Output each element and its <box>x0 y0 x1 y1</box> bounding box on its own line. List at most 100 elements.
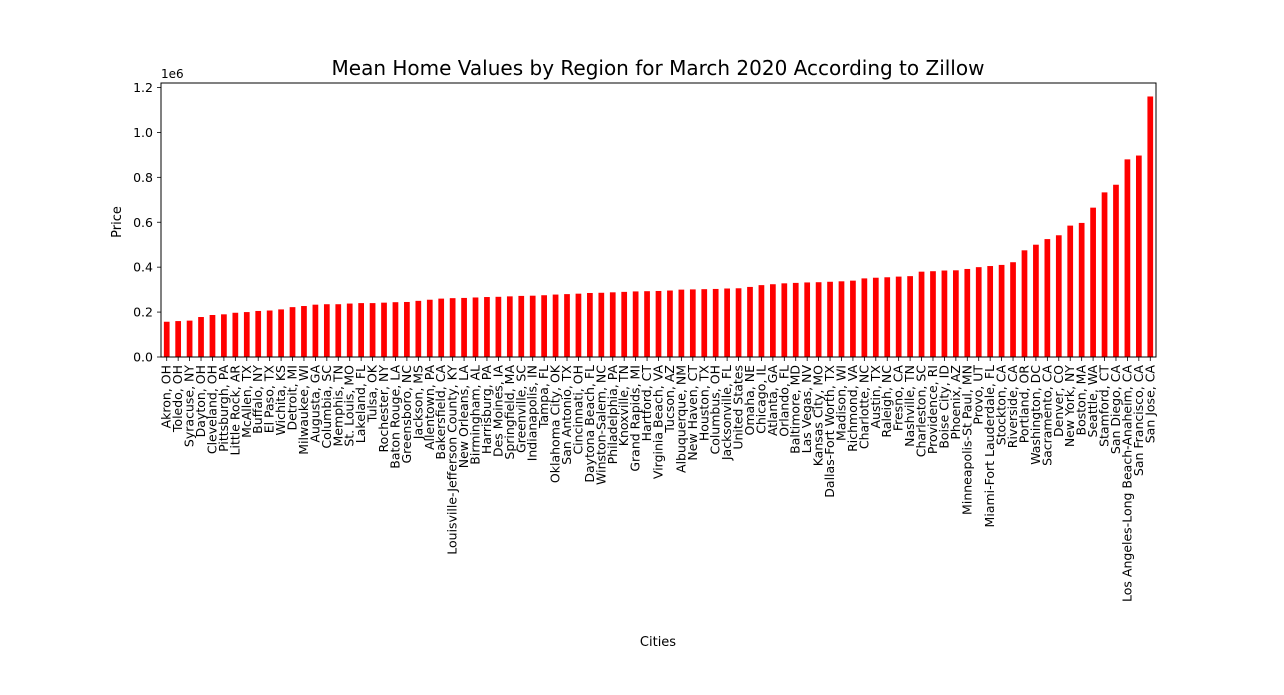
x-tick-label: Austin, TX <box>868 365 883 429</box>
x-tick-label: San Francisco, CA <box>1131 365 1146 477</box>
x-tick-label: Chicago, IL <box>753 365 768 434</box>
x-tick-label: Washington, DC <box>1028 365 1043 465</box>
x-tick-label: Boise City, ID <box>936 365 951 449</box>
x-tick-label: San Jose, CA <box>1142 365 1157 444</box>
bar <box>518 295 525 357</box>
y-axis: 0.0 0.2 0.4 0.6 0.8 1.0 1.2 <box>133 80 161 365</box>
bar <box>381 302 387 357</box>
bar <box>827 281 833 357</box>
bar <box>953 270 959 357</box>
x-tick-label: Columbus, OH <box>708 365 723 455</box>
x-tick-label: Stamford, CT <box>1097 365 1112 447</box>
x-tick-label: Omaha, NE <box>742 365 757 436</box>
x-tick-label: Los Angeles-Long Beach-Anaheim, CA <box>1119 365 1134 602</box>
x-tick-label: Phoenix, AZ <box>948 365 963 440</box>
x-tick-label: Madison, WI <box>833 365 848 441</box>
x-tick-label: Grand Rapids, MI <box>628 365 643 472</box>
bar <box>175 321 182 357</box>
x-tick-label: Orlando, FL <box>776 365 791 437</box>
bar <box>918 271 925 357</box>
bar <box>472 297 479 357</box>
bar <box>1090 207 1096 357</box>
y-axis-offset-label: 1e6 <box>161 67 184 81</box>
x-tick-label: Syracuse, NY <box>182 365 197 447</box>
bar <box>392 302 399 357</box>
x-tick-label: Fresno, CA <box>891 365 906 432</box>
bar <box>186 320 193 357</box>
x-tick-label: Baton Rouge, LA <box>387 365 402 469</box>
bar <box>198 317 204 357</box>
x-tick-label: Miami-Fort Lauderdale, FL <box>982 365 997 527</box>
bar <box>266 310 273 357</box>
bar <box>609 292 616 357</box>
bar <box>1078 222 1085 357</box>
x-tick-label: Lakeland, FL <box>353 365 368 443</box>
x-tick-label: Charlotte, NC <box>856 365 871 449</box>
bar <box>701 289 708 357</box>
bar <box>850 280 856 357</box>
x-tick-label: Houston, TX <box>696 365 711 442</box>
bar <box>221 314 227 357</box>
bar <box>758 285 765 357</box>
x-tick-label: Richmond, VA <box>845 365 860 452</box>
bar <box>335 304 342 357</box>
x-tick-label: Augusta, GA <box>307 365 322 443</box>
y-tick-label: 0.6 <box>133 215 153 230</box>
bar <box>644 291 650 357</box>
y-axis-label: Price <box>110 206 125 238</box>
bar <box>506 296 513 357</box>
bar <box>163 321 170 357</box>
bar <box>369 303 376 357</box>
bar <box>964 268 971 357</box>
x-tick-label: Daytona Beach, FL <box>582 365 597 483</box>
x-tick-label: Buffalo, NY <box>250 365 265 434</box>
x-tick-label: Oklahoma City, OK <box>548 364 563 483</box>
bar <box>1101 192 1108 357</box>
bar <box>312 304 319 357</box>
x-tick-label: Seattle, WA <box>1085 365 1100 438</box>
chart-title: Mean Home Values by Region for March 202… <box>332 56 985 80</box>
x-tick-label: Tulsa, OK <box>365 364 380 423</box>
x-tick-label: Pittsburgh, PA <box>216 365 231 452</box>
bar <box>724 288 730 357</box>
x-tick-label: Columbia, SC <box>319 365 334 449</box>
bar <box>975 267 982 357</box>
bar <box>735 288 742 357</box>
x-tick-label: Virginia Beach, VA <box>651 365 666 480</box>
y-tick-label: 0.0 <box>133 350 153 365</box>
x-tick-label: Cincinnati, OH <box>570 365 585 455</box>
x-tick-label: Nashville, TN <box>902 365 917 447</box>
bars-layer <box>163 96 1154 357</box>
bar <box>655 290 662 357</box>
bar <box>426 299 433 357</box>
bar <box>529 295 536 357</box>
bar <box>484 297 490 357</box>
x-tick-label: Dallas-Fort Worth, TX <box>822 365 837 498</box>
y-tick-label: 1.2 <box>133 80 153 95</box>
bar <box>541 295 547 357</box>
x-tick-label: Little Rock, AR <box>227 365 242 456</box>
bar <box>667 290 673 357</box>
x-tick-label: Raleigh, NC <box>879 365 894 438</box>
bar <box>404 301 410 357</box>
bar <box>552 294 559 357</box>
bar <box>1044 239 1051 357</box>
bar <box>781 283 788 357</box>
x-tick-label: Jacksonville, FL <box>719 365 734 461</box>
y-tick-label: 1.0 <box>133 125 153 140</box>
x-tick-label: Winston-Salem, NC <box>593 365 608 485</box>
bar <box>289 307 296 357</box>
x-tick-label: Jackson, MS <box>410 365 425 440</box>
x-tick-label: Las Vegas, NV <box>799 365 814 454</box>
bar <box>689 289 696 357</box>
bar <box>461 297 467 357</box>
bar <box>861 278 868 357</box>
x-tick-label: Greenville, SC <box>513 365 528 453</box>
x-tick-label: St. Louis, MO <box>342 365 357 447</box>
x-tick-label: Minneapolis-St Paul, MN <box>959 365 974 515</box>
x-tick-label: Baltimore, MD <box>788 365 803 454</box>
bar <box>209 315 216 357</box>
